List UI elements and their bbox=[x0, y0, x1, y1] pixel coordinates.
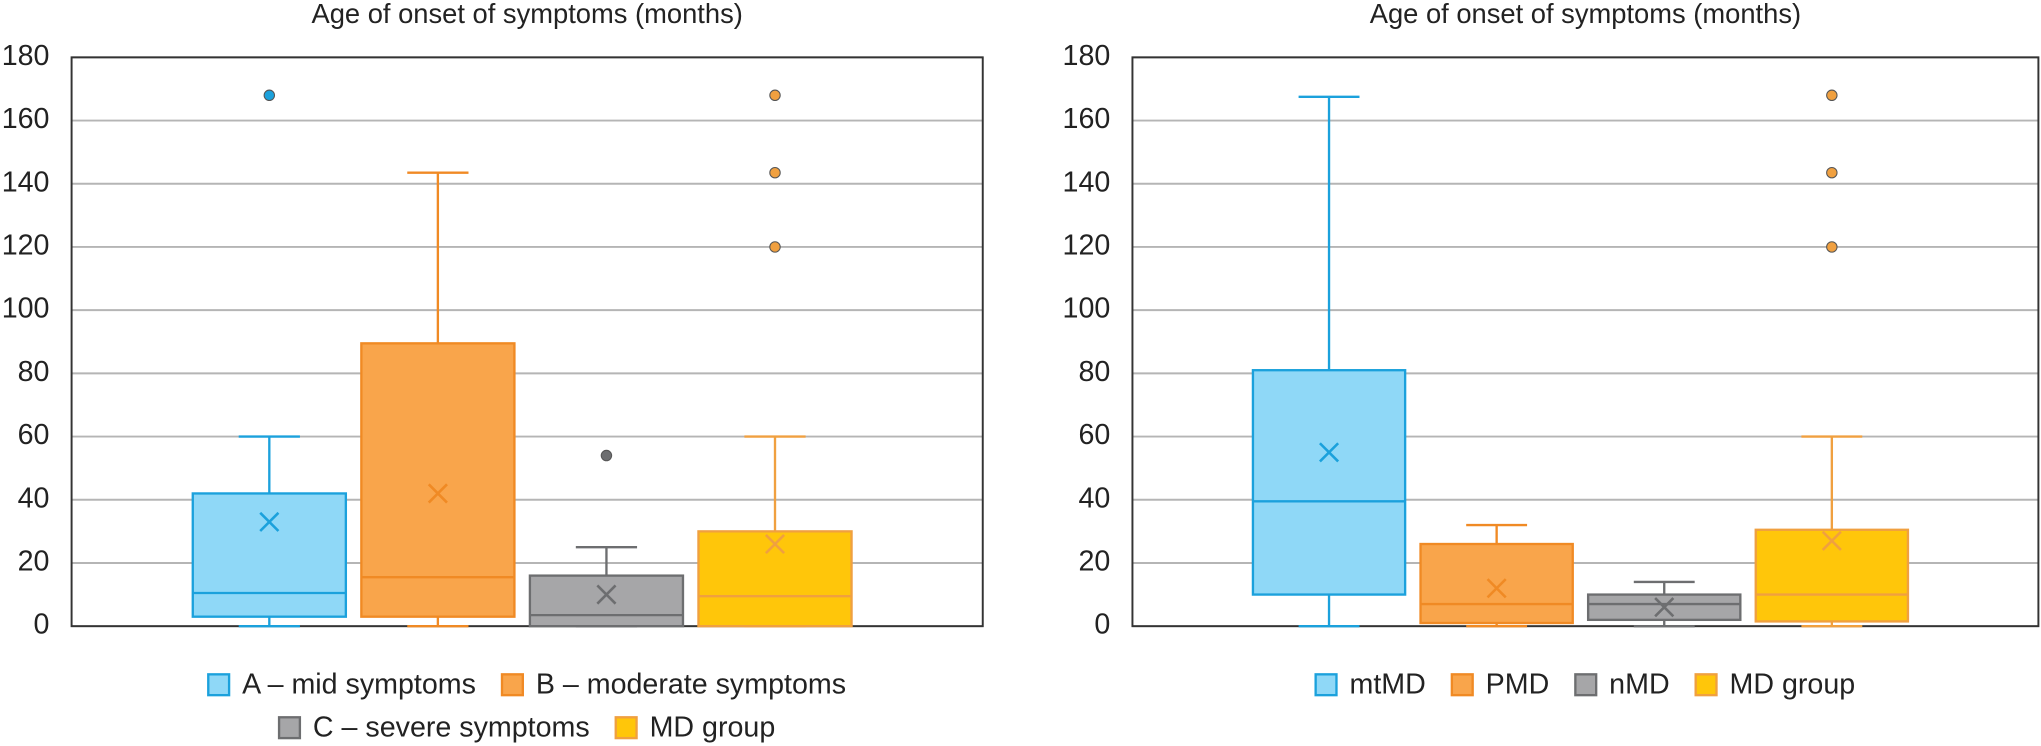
box bbox=[1419, 542, 1574, 625]
legend-label: PMD bbox=[1486, 669, 1550, 701]
y-tick-label: 60 bbox=[18, 419, 50, 451]
outlier bbox=[769, 241, 781, 253]
mean-marker bbox=[1486, 578, 1507, 599]
chart-title: Age of onset of symptoms (months) bbox=[1370, 0, 1801, 29]
mean-marker bbox=[596, 584, 617, 605]
y-tick-label: 160 bbox=[2, 103, 50, 135]
legend-label: B – moderate symptoms bbox=[536, 669, 846, 701]
mean-marker bbox=[1654, 597, 1675, 618]
mean-marker bbox=[427, 483, 448, 504]
outlier bbox=[1826, 166, 1838, 179]
mean-marker bbox=[1821, 530, 1842, 551]
outlier bbox=[600, 449, 613, 462]
y-tick-label: 100 bbox=[2, 293, 50, 325]
box bbox=[360, 342, 516, 618]
y-tick-label: 40 bbox=[1078, 482, 1110, 514]
legend-item: mtMD bbox=[1314, 669, 1426, 701]
y-tick-label: 0 bbox=[1094, 609, 1110, 641]
mean-marker bbox=[1319, 442, 1340, 463]
y-tick-label: 40 bbox=[18, 482, 50, 514]
legend-swatch bbox=[1574, 673, 1598, 697]
y-tick-label: 80 bbox=[18, 356, 50, 388]
legend-swatch bbox=[1450, 673, 1474, 697]
legend-item: PMD bbox=[1450, 669, 1550, 701]
legend-item: A – mid symptoms bbox=[207, 669, 476, 701]
box bbox=[191, 492, 348, 618]
legend-swatch bbox=[1694, 673, 1718, 697]
plot-frame bbox=[70, 56, 984, 628]
y-tick-label: 180 bbox=[2, 40, 50, 72]
legend-swatch bbox=[207, 673, 231, 697]
box bbox=[1754, 528, 1910, 623]
mean-marker bbox=[764, 533, 786, 555]
legend-item: B – moderate symptoms bbox=[500, 669, 846, 701]
y-tick-label: 140 bbox=[1063, 166, 1111, 198]
legend-swatch bbox=[500, 673, 524, 697]
y-tick-label: 180 bbox=[1063, 40, 1111, 72]
outlier bbox=[263, 89, 276, 101]
outlier bbox=[769, 166, 781, 179]
outlier bbox=[1826, 241, 1838, 253]
y-tick-label: 0 bbox=[34, 609, 50, 641]
legend-label: A – mid symptoms bbox=[242, 669, 476, 701]
box bbox=[1251, 369, 1407, 596]
y-tick-label: 80 bbox=[1078, 356, 1110, 388]
legend-swatch bbox=[277, 716, 302, 740]
y-tick-label: 120 bbox=[1063, 230, 1111, 262]
legend-label: nMD bbox=[1609, 669, 1669, 701]
y-tick-label: 100 bbox=[1063, 293, 1111, 325]
legend-item: MD group bbox=[1694, 669, 1856, 701]
legend-label: mtMD bbox=[1349, 669, 1425, 701]
legend-label: MD group bbox=[650, 712, 776, 744]
legend-swatch bbox=[1314, 673, 1338, 697]
y-tick-label: 20 bbox=[18, 546, 50, 578]
legend-label: MD group bbox=[1730, 669, 1856, 701]
outlier bbox=[1826, 89, 1838, 101]
y-tick-label: 60 bbox=[1078, 419, 1110, 451]
box bbox=[697, 530, 853, 628]
y-tick-label: 140 bbox=[2, 166, 50, 198]
box bbox=[528, 574, 685, 628]
legend-label: C – severe symptoms bbox=[313, 712, 590, 744]
y-tick-label: 20 bbox=[1078, 546, 1110, 578]
legend-item: MD group bbox=[614, 712, 776, 744]
legend-item: nMD bbox=[1574, 669, 1670, 701]
plot-frame bbox=[1131, 56, 2040, 628]
mean-marker bbox=[259, 511, 280, 532]
y-tick-label: 120 bbox=[2, 230, 50, 262]
legend-item: C – severe symptoms bbox=[277, 712, 590, 744]
chart-title: Age of onset of symptoms (months) bbox=[311, 0, 742, 29]
outlier bbox=[769, 89, 781, 101]
y-tick-label: 160 bbox=[1063, 103, 1111, 135]
legend-swatch bbox=[614, 716, 638, 740]
